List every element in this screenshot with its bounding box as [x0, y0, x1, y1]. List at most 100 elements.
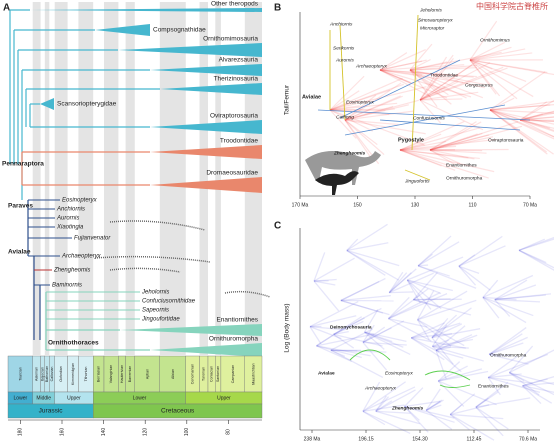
- trait-fan: [417, 265, 477, 289]
- trait-fan: [419, 86, 446, 101]
- taxon-label: Ornithuromorpha: [446, 175, 483, 181]
- stage-label: Hauterivian: [120, 365, 124, 383]
- stage-cell: [134, 355, 161, 393]
- trait-fan: [404, 400, 441, 408]
- trait-fan: [519, 110, 554, 121]
- taxon-label: Eosinopteryx: [385, 370, 413, 376]
- clade-label: Enantiornithes: [216, 317, 258, 324]
- trait-fan: [340, 299, 384, 314]
- stage-band: [199, 2, 208, 355]
- trait-fan: [404, 405, 455, 419]
- trait-fan: [316, 345, 352, 362]
- trait-fan: [419, 91, 479, 101]
- taxon-label: Aurornis: [56, 216, 79, 222]
- trait-fan: [469, 52, 533, 61]
- taxon-label: Baminornis: [52, 283, 82, 289]
- trait-fan: [518, 249, 547, 264]
- period-label: Jurassic: [39, 408, 64, 415]
- trait-fan: [406, 279, 432, 310]
- taxon-label: Ornithuromorpha: [490, 352, 527, 358]
- trait-fan: [431, 328, 481, 339]
- trait-fan: [399, 149, 442, 167]
- trait-fan: [344, 94, 377, 121]
- trait-fan: [379, 69, 411, 84]
- trait-fan: [519, 112, 554, 121]
- trait-fan: [309, 301, 359, 328]
- trait-fan: [488, 327, 527, 355]
- trait-fan: [329, 86, 427, 111]
- trait-fan: [329, 109, 374, 132]
- tick-label: 238 Ma: [304, 436, 321, 442]
- trait-fan: [375, 400, 393, 412]
- trait-fan: [429, 134, 489, 151]
- trait-fan: [489, 109, 548, 155]
- trait-fan: [316, 316, 363, 347]
- trait-fan: [329, 77, 403, 111]
- trait-fan: [407, 279, 442, 295]
- trait-fan: [388, 272, 408, 294]
- trait-fan: [458, 235, 503, 267]
- taxon-label: Archaeopteryx: [61, 254, 102, 260]
- epoch-label: Upper: [67, 395, 81, 401]
- trait-fan: [489, 109, 554, 140]
- trait-fan: [344, 99, 419, 121]
- trait-fan: [489, 71, 546, 111]
- trait-fan: [489, 104, 554, 111]
- trait-fan: [399, 149, 480, 160]
- taxon-label: Jinguofortis: [404, 178, 430, 184]
- taxon-label: Avialae: [318, 370, 335, 376]
- taxon-label: Zhengheomis: [391, 405, 424, 411]
- panel-label: C: [274, 221, 281, 232]
- stage-label: Albian: [171, 369, 175, 379]
- trait-fan: [458, 245, 506, 267]
- trait-fan: [313, 257, 355, 282]
- silhouette: [305, 151, 381, 185]
- trait-fan: [489, 109, 554, 114]
- trait-fan: [488, 342, 524, 356]
- trait-fan: [489, 104, 551, 111]
- trait-fan: [482, 279, 499, 298]
- trait-fan: [309, 325, 342, 340]
- trait-fan: [509, 371, 554, 386]
- trait-fan: [450, 413, 504, 420]
- clade-label: Dromaeosauridae: [206, 170, 258, 177]
- trait-fan: [458, 265, 477, 286]
- trait-fan: [404, 406, 420, 421]
- trait-fan: [519, 119, 554, 123]
- trait-fan: [458, 265, 491, 291]
- trait-fan: [417, 265, 450, 277]
- clade-wedge: [150, 177, 262, 193]
- trait-fan: [509, 349, 554, 374]
- taxon-label: Aurornis: [335, 57, 354, 63]
- lineage-line: [404, 169, 431, 181]
- trait-fan: [316, 345, 362, 359]
- trait-fan: [309, 315, 357, 328]
- tick-label: 196.15: [358, 436, 374, 442]
- period-cell: [92, 403, 263, 419]
- trait-fan: [469, 48, 526, 61]
- trait-fan: [482, 297, 500, 319]
- trait-fan: [329, 75, 365, 111]
- trait-fan: [489, 109, 554, 138]
- trait-fan: [417, 299, 477, 321]
- clade-wedge: [160, 83, 262, 95]
- stage-band: [159, 2, 186, 355]
- trait-fan: [313, 280, 336, 286]
- trait-fan: [375, 396, 390, 412]
- trait-fan: [333, 317, 365, 335]
- tick-label: 160: [59, 428, 65, 437]
- trait-fan: [482, 296, 534, 317]
- trait-fan: [469, 59, 493, 70]
- trait-fan: [449, 413, 470, 431]
- trait-fan: [388, 318, 432, 342]
- trait-fan: [333, 320, 364, 335]
- trait-fan: [388, 293, 448, 320]
- stage-label: Toarcian: [18, 367, 22, 381]
- axis-label: Log (Body mass): [284, 303, 291, 352]
- trait-fan: [399, 149, 489, 179]
- node-label: Pennaraptora: [2, 161, 44, 168]
- trait-fan: [425, 399, 443, 411]
- trait-fan: [509, 371, 554, 396]
- trait-fan: [425, 400, 441, 411]
- taxon-label: Eosinopteryx: [62, 198, 98, 204]
